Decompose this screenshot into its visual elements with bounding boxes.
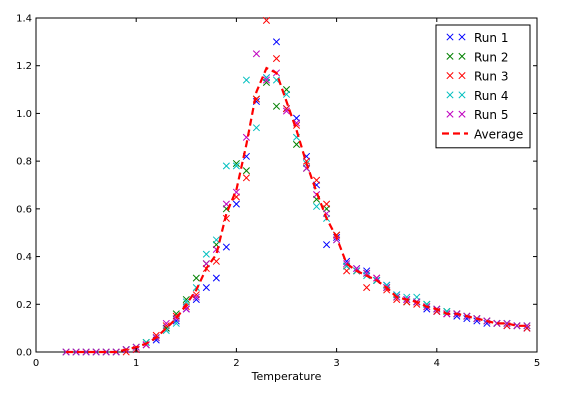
legend-label: Average [474, 128, 523, 142]
point-run-1 [232, 200, 240, 208]
legend-entry-average: Average [442, 128, 523, 142]
point-run-4 [252, 124, 260, 132]
point-run-3 [272, 55, 281, 63]
x-tick-label: 0 [33, 358, 39, 369]
legend-marker [446, 72, 454, 80]
point-run-4 [162, 326, 170, 335]
point-run-5 [82, 348, 90, 356]
point-run-2 [192, 274, 200, 282]
point-run-5 [92, 348, 100, 356]
x-tick-label: 4 [434, 358, 440, 369]
legend-marker [458, 72, 466, 80]
point-run-4 [393, 291, 401, 299]
x-axis-label: Temperature [251, 370, 322, 383]
point-run-2 [232, 159, 240, 168]
point-run-5 [252, 50, 260, 58]
point-run-4 [242, 76, 250, 84]
point-run-4 [222, 162, 230, 170]
point-run-3 [313, 176, 321, 184]
point-run-5 [493, 319, 501, 327]
point-run-5 [353, 264, 361, 273]
legend: Run 1 Run 2 Run 3 Run 4 Run 5 Average [435, 24, 531, 149]
x-tick-label: 3 [333, 358, 339, 369]
y-tick-label: 0.4 [16, 252, 32, 263]
legend-marker [446, 52, 454, 60]
legend-marker [458, 52, 466, 60]
legend-label: Run 4 [474, 89, 508, 103]
y-tick-label: 0.6 [16, 204, 32, 215]
legend-entry-run-1: Run 1 [446, 31, 508, 45]
point-run-3 [152, 331, 160, 339]
point-run-1 [202, 284, 210, 292]
legend-marker [446, 91, 454, 99]
x-tick-label: 5 [534, 358, 540, 369]
x-tick-label: 2 [233, 358, 239, 369]
legend-label: Run 3 [474, 70, 508, 84]
point-run-4 [202, 250, 210, 258]
point-run-5 [373, 274, 381, 282]
point-run-5 [102, 348, 110, 356]
point-run-5 [192, 293, 200, 301]
legend-entry-run-5: Run 5 [446, 108, 508, 122]
legend-marker [446, 110, 454, 118]
point-run-4 [232, 162, 240, 170]
legend-marker [458, 91, 466, 99]
line-average [66, 66, 527, 354]
point-run-2 [242, 167, 250, 175]
point-run-5 [72, 348, 80, 356]
point-run-5 [302, 164, 311, 172]
point-run-3 [242, 174, 250, 182]
legend-label: Run 2 [474, 50, 508, 64]
point-run-3 [302, 157, 311, 165]
point-run-5 [503, 319, 511, 327]
legend-marker [458, 33, 466, 41]
y-tick-label: 0.0 [16, 348, 32, 359]
point-run-1 [212, 274, 220, 282]
legend-box [435, 24, 531, 149]
point-run-5 [262, 76, 271, 84]
legend-entry-run-2: Run 2 [446, 50, 508, 64]
point-run-5 [282, 107, 291, 115]
point-run-3 [262, 16, 271, 24]
point-run-3 [363, 284, 371, 292]
point-run-3 [323, 200, 331, 208]
legend-entry-run-3: Run 3 [446, 70, 508, 84]
y-tick-label: 0.8 [16, 157, 32, 168]
legend-marker [446, 33, 454, 41]
point-run-5 [513, 322, 521, 330]
y-tick-label: 1.2 [16, 61, 32, 72]
point-run-2 [272, 102, 281, 110]
y-tick-label: 1.0 [16, 109, 32, 120]
point-run-5 [363, 269, 371, 277]
point-run-4 [262, 74, 271, 82]
point-run-4 [313, 202, 321, 211]
legend-label: Run 1 [474, 31, 508, 45]
point-run-5 [62, 348, 70, 356]
point-run-3 [212, 257, 220, 265]
point-run-1 [323, 241, 331, 249]
axis-ticks: 0 1 2 3 4 5 0.0 0.2 0.4 0.6 0.8 1.0 1.2 1.4 [16, 14, 540, 370]
point-run-2 [182, 295, 190, 304]
legend-label: Run 5 [474, 108, 508, 122]
plot-area [35, 17, 538, 353]
series-average [66, 66, 527, 354]
point-run-1 [272, 38, 281, 46]
y-tick-label: 1.4 [16, 14, 32, 25]
y-tick-label: 0.2 [16, 300, 32, 311]
legend-entry-run-4: Run 4 [446, 89, 508, 103]
x-tick-label: 1 [133, 358, 139, 369]
point-run-5 [523, 322, 531, 330]
legend-marker [458, 110, 466, 118]
point-run-1 [222, 243, 230, 251]
data-marks [62, 16, 531, 356]
point-run-2 [292, 140, 301, 148]
point-run-3 [192, 291, 200, 299]
